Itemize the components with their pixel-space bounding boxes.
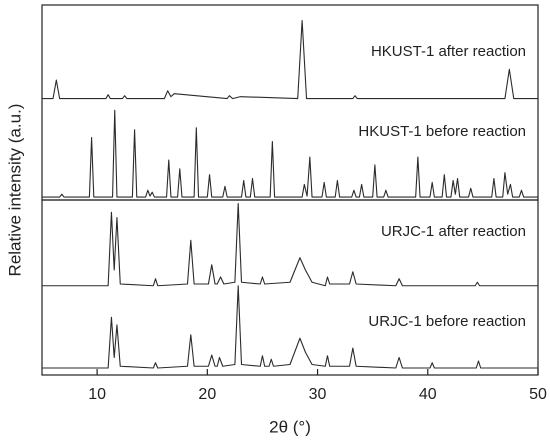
x-tick-label: 50: [529, 386, 547, 403]
pattern-line: [42, 285, 538, 369]
pattern-line: [42, 20, 538, 100]
x-tick-label: 30: [309, 386, 327, 403]
series-label: URJC-1 before reaction: [368, 313, 526, 330]
series-label: URJC-1 after reaction: [381, 223, 526, 240]
plot-frame: [41, 199, 539, 376]
x-axis-label: 2θ (°): [269, 417, 311, 436]
x-tick-label: 40: [419, 386, 437, 403]
x-tick-label: 10: [88, 386, 106, 403]
pattern-line: [42, 109, 538, 198]
y-axis-label: Relative intensity (a.u.): [5, 104, 24, 277]
series-label: HKUST-1 before reaction: [358, 123, 526, 140]
x-tick-label: 20: [198, 386, 216, 403]
pattern-line: [42, 202, 538, 287]
series-label: HKUST-1 after reaction: [371, 43, 526, 60]
